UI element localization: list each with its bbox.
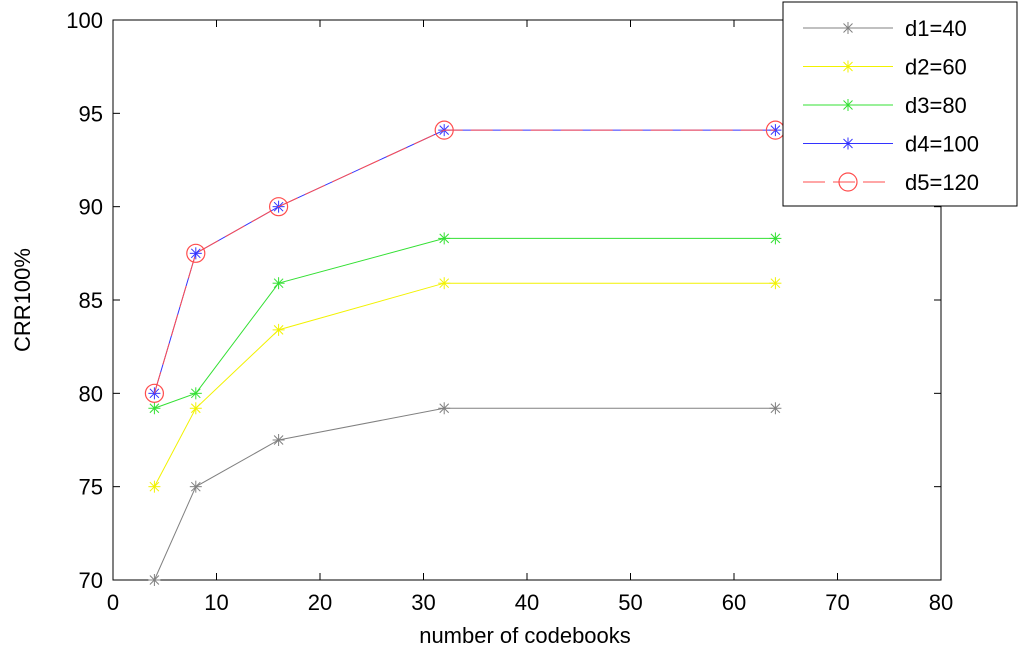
data-point <box>769 402 782 415</box>
data-point <box>189 247 202 260</box>
data-point <box>189 480 202 493</box>
data-point <box>189 402 202 415</box>
legend-item: d2=60 <box>803 55 967 80</box>
x-tick-label: 40 <box>515 590 539 615</box>
data-point <box>272 323 285 336</box>
legend-marker <box>842 137 854 150</box>
legend-box <box>782 1 1018 207</box>
y-axis-label: CRR100% <box>10 248 35 352</box>
data-point <box>769 277 782 290</box>
y-tick-label: 90 <box>79 195 103 220</box>
y-tick-label: 100 <box>66 8 103 33</box>
legend-marker <box>842 60 854 73</box>
data-point <box>434 120 454 140</box>
series-line <box>153 129 776 394</box>
y-tick-label: 75 <box>79 475 103 500</box>
series-line <box>153 282 776 487</box>
y-axis: 70 75 80 85 90 95 100 <box>66 8 941 593</box>
legend-label: d1=40 <box>905 16 967 41</box>
data-point <box>272 434 285 446</box>
series-d5=120 <box>144 120 786 403</box>
legend-item: d1=40 <box>803 16 967 41</box>
y-tick-label: 70 <box>79 568 103 593</box>
legend-label: d4=100 <box>905 132 979 157</box>
data-point <box>438 232 451 245</box>
legend-label: d2=60 <box>905 55 967 80</box>
data-point <box>269 197 289 217</box>
x-tick-label: 70 <box>825 590 849 615</box>
series-line <box>153 129 776 394</box>
series-layer <box>144 120 786 586</box>
x-axis: 0 10 20 30 40 50 60 70 80 <box>107 20 953 615</box>
legend-item: d4=100 <box>803 132 979 157</box>
legend-marker <box>842 22 854 34</box>
data-point <box>769 232 782 245</box>
series-d2=60 <box>148 277 782 493</box>
data-point <box>148 574 161 586</box>
data-point <box>438 277 451 290</box>
data-point <box>144 383 164 403</box>
data-point <box>148 480 161 493</box>
series-line <box>154 237 776 409</box>
x-tick-label: 50 <box>618 590 642 615</box>
x-axis-label: number of codebooks <box>419 623 631 648</box>
x-tick-label: 30 <box>411 590 435 615</box>
legend-marker <box>838 172 858 192</box>
x-tick-label: 80 <box>929 590 953 615</box>
data-point <box>148 402 161 415</box>
legend-label: d5=120 <box>905 170 979 195</box>
x-tick-label: 0 <box>107 590 119 615</box>
legend: d1=40 d2=60 d3=80 d4=100 d5=120 <box>782 1 1018 207</box>
y-tick-label: 85 <box>79 288 103 313</box>
data-point <box>438 402 451 415</box>
y-tick-label: 95 <box>79 101 103 126</box>
data-point <box>189 387 202 400</box>
data-point <box>186 243 206 263</box>
series-d4=100 <box>148 124 782 400</box>
legend-item: d5=120 <box>803 170 979 195</box>
x-tick-label: 60 <box>722 590 746 615</box>
data-point <box>272 277 285 290</box>
series-d1=40 <box>148 402 782 586</box>
legend-marker <box>842 99 854 111</box>
x-tick-label: 20 <box>308 590 332 615</box>
y-tick-label: 80 <box>79 381 103 406</box>
series-line <box>153 407 776 581</box>
legend-item: d3=80 <box>803 93 967 118</box>
series-d3=80 <box>148 232 782 415</box>
legend-label: d3=80 <box>905 93 967 118</box>
x-tick-label: 10 <box>204 590 228 615</box>
